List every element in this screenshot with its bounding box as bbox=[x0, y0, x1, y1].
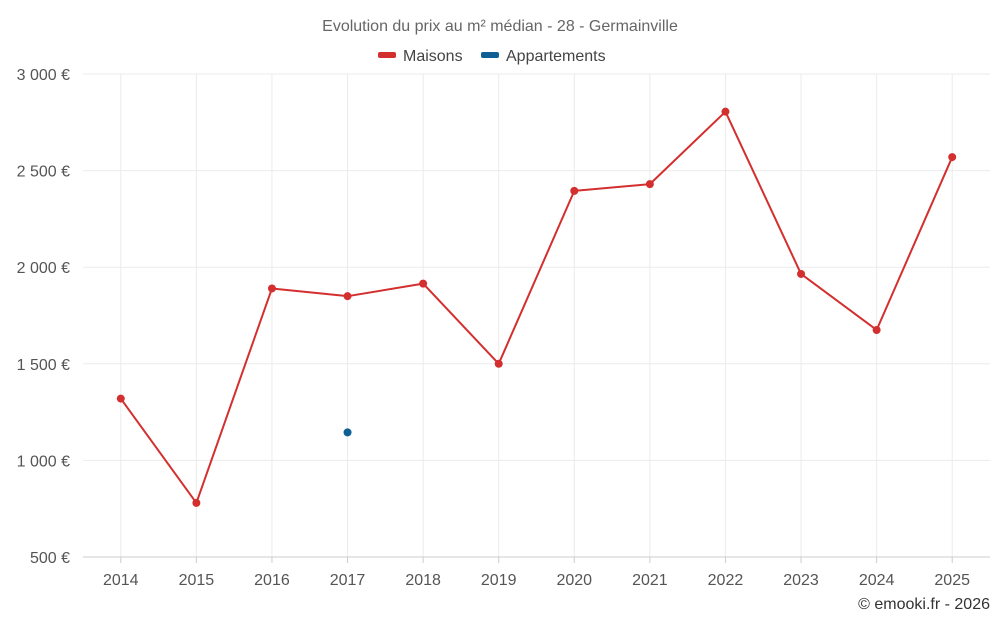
data-point[interactable] bbox=[797, 269, 806, 278]
credit-text: © emooki.fr - 2026 bbox=[858, 596, 990, 613]
legend-item-appartements[interactable]: Appartements bbox=[481, 48, 606, 65]
data-point[interactable] bbox=[948, 153, 957, 162]
data-point[interactable] bbox=[116, 394, 125, 403]
x-tick-label: 2019 bbox=[481, 572, 517, 589]
data-point[interactable] bbox=[419, 279, 428, 288]
x-tick-label: 2018 bbox=[405, 572, 441, 589]
data-point[interactable] bbox=[192, 498, 201, 507]
y-tick-label: 2 500 € bbox=[17, 164, 70, 181]
x-tick-label: 2017 bbox=[330, 572, 366, 589]
x-tick-label: 2023 bbox=[783, 572, 819, 589]
data-point[interactable] bbox=[343, 428, 352, 437]
x-tick-label: 2014 bbox=[103, 572, 139, 589]
x-tick-label: 2020 bbox=[556, 572, 592, 589]
x-tick-label: 2024 bbox=[859, 572, 895, 589]
legend-label-maisons: Maisons bbox=[403, 48, 463, 65]
x-tick-label: 2025 bbox=[934, 572, 970, 589]
data-point[interactable] bbox=[872, 325, 881, 334]
legend-label-appartements: Appartements bbox=[506, 48, 606, 65]
y-axis: 500 € 1 000 € 1 500 € 2 000 € 2 500 € 3 000 € bbox=[17, 67, 70, 567]
y-tick-label: 500 € bbox=[30, 550, 70, 567]
y-tick-label: 1 000 € bbox=[17, 453, 70, 470]
x-tick-label: 2016 bbox=[254, 572, 290, 589]
series-layer bbox=[116, 107, 957, 507]
series-appartements bbox=[343, 428, 352, 437]
data-point[interactable] bbox=[570, 186, 579, 195]
data-point[interactable] bbox=[267, 284, 276, 293]
series-line bbox=[119, 110, 954, 504]
legend: Maisons Appartements bbox=[378, 48, 606, 65]
data-point[interactable] bbox=[494, 359, 503, 368]
x-tick-label: 2021 bbox=[632, 572, 668, 589]
legend-swatch-maisons bbox=[378, 52, 396, 58]
data-point[interactable] bbox=[343, 292, 352, 301]
x-axis: 2014 2015 2016 2017 2018 2019 2020 2021 2022 2023… bbox=[83, 556, 990, 589]
x-tick-label: 2015 bbox=[179, 572, 215, 589]
y-tick-label: 1 500 € bbox=[17, 357, 70, 374]
legend-item-maisons[interactable]: Maisons bbox=[378, 48, 463, 65]
data-point[interactable] bbox=[721, 107, 730, 116]
data-point[interactable] bbox=[645, 180, 654, 189]
y-tick-label: 2 000 € bbox=[17, 260, 70, 277]
x-tick-label: 2022 bbox=[708, 572, 744, 589]
series-maisons bbox=[116, 107, 957, 507]
grid bbox=[83, 73, 990, 558]
chart-title: Evolution du prix au m² médian - 28 - Ge… bbox=[322, 18, 678, 35]
legend-swatch-appartements bbox=[481, 52, 499, 58]
y-tick-label: 3 000 € bbox=[17, 67, 70, 84]
